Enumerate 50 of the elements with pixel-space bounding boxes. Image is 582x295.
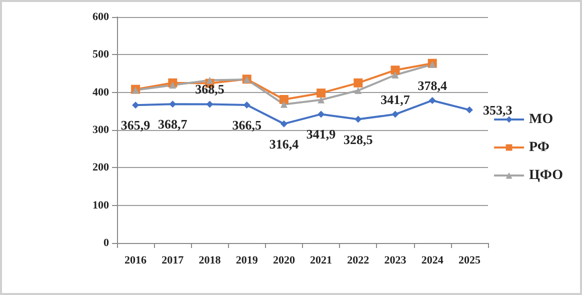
point [132,102,140,109]
point [392,72,399,79]
y-tick-label: 200 [92,162,110,174]
data-label: 368,7 [158,116,188,132]
point [428,96,436,104]
x-tick-label: 2023 [384,254,407,266]
point [169,82,176,89]
point [354,116,362,123]
data-label: 341,7 [380,92,410,107]
point [318,110,325,118]
x-tick-label: 2016 [124,254,148,266]
point [466,106,473,114]
x-tick-label: 2019 [236,254,258,266]
x-tick-label: 2020 [272,254,296,266]
x-tick-label: 2017 [162,254,184,266]
point [206,76,214,84]
y-tick-label: 500 [92,48,110,61]
point [280,100,288,108]
data-label: 341,9 [306,126,336,142]
legend-label: ЦФО [529,168,564,183]
x-tick-label: 2024 [421,254,444,266]
y-tick-label: 400 [92,86,110,98]
legend-label: РФ [529,140,550,155]
data-label: 328,5 [344,132,374,147]
point [316,88,326,98]
point [206,100,214,108]
data-label: 316,4 [269,136,300,152]
point [354,86,362,94]
x-tick-label: 2018 [198,254,222,266]
point [243,101,250,108]
x-tick-label: 2025 [458,254,481,266]
data-label: 368,5 [195,82,225,97]
y-tick-label: 100 [92,199,110,212]
point [392,110,399,118]
y-tick-label: 600 [92,11,110,23]
data-label: 365,9 [120,118,151,133]
point [280,120,288,128]
y-tick-label: 300 [92,124,110,136]
point [279,94,288,104]
legend-label: МО [529,112,554,127]
data-label: 366,5 [232,117,262,132]
point [390,66,400,75]
point [169,100,176,108]
data-label: 378,4 [418,78,448,93]
x-tick-label: 2022 [347,254,370,266]
point [354,78,363,88]
y-tick-label: 0 [104,237,110,249]
x-tick-label: 2021 [310,254,332,266]
point [318,96,325,104]
data-label: 353,3 [482,102,513,118]
